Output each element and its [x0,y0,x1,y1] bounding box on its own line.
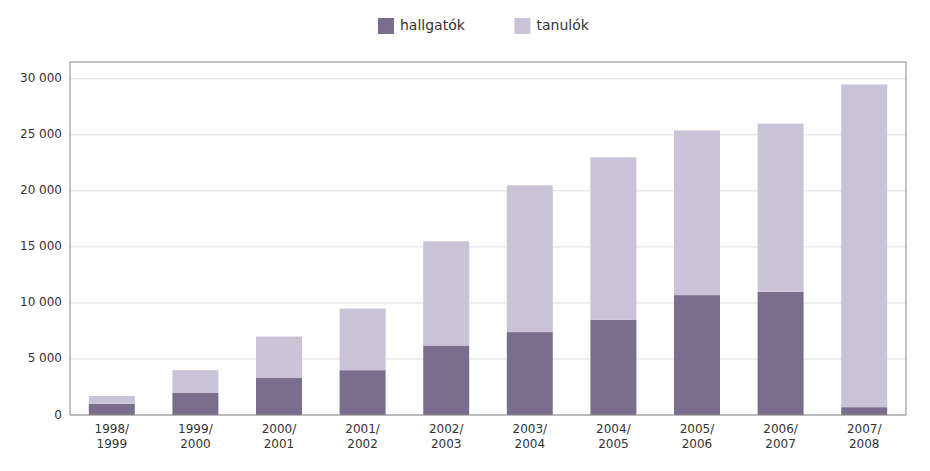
x-tick-line: 2001/ [345,422,381,436]
bar [423,346,469,415]
bar [172,370,218,392]
chart-svg: 0 5 000 10 000 15 000 20 000 25 000 30 000 1998… [0,0,930,471]
x-tick-label: 1998/1999 [95,422,131,451]
bar [507,332,553,415]
bar [841,84,887,407]
x-ticks: 1998/19991999/20002000/20012001/20022002… [95,422,883,451]
bar [590,320,636,415]
x-tick-line: 2007/ [847,422,883,436]
bar [674,295,720,415]
x-tick-line: 1998/ [95,422,131,436]
x-tick-label: 2001/2002 [345,422,381,451]
legend-label: tanulók [537,17,590,33]
bar [340,309,386,371]
x-tick-label: 2006/2007 [763,422,799,451]
y-tick-label: 0 [54,408,62,422]
x-tick-label: 2007/2008 [847,422,883,451]
bar [256,337,302,378]
x-tick-line: 2002 [347,437,378,451]
bar [256,378,302,415]
grid [70,79,906,415]
x-tick-label: 2005/2006 [680,422,716,451]
x-tick-label: 2000/2001 [262,422,298,451]
bar [89,396,135,404]
y-tick-label: 25 000 [20,127,62,141]
x-tick-label: 2003/2004 [513,422,549,451]
x-tick-line: 2004/ [596,422,632,436]
x-tick-line: 2003 [431,437,462,451]
x-tick-line: 1999 [97,437,128,451]
bar [590,157,636,319]
bar [674,130,720,295]
x-tick-label: 2004/2005 [596,422,632,451]
x-tick-line: 2001 [264,437,295,451]
x-tick-line: 2000 [180,437,211,451]
y-tick-label: 30 000 [20,71,62,85]
x-tick-line: 2000/ [262,422,298,436]
y-tick-label: 20 000 [20,183,62,197]
x-tick-label: 1999/2000 [178,422,214,451]
bar [841,407,887,415]
y-tick-label: 10 000 [20,295,62,309]
x-tick-label: 2002/2003 [429,422,465,451]
y-tick-label: 5 000 [28,351,62,365]
x-tick-line: 2006/ [763,422,799,436]
x-tick-line: 2005/ [680,422,716,436]
x-tick-line: 2002/ [429,422,465,436]
bar [507,185,553,332]
x-tick-line: 2006 [682,437,713,451]
bar [758,124,804,292]
legend: hallgatók tanulók [378,17,590,34]
chart-container: 0 5 000 10 000 15 000 20 000 25 000 30 000 1998… [0,0,930,471]
bars [89,84,887,415]
bar [423,241,469,345]
x-tick-line: 2008 [849,437,880,451]
bar [172,393,218,415]
x-tick-line: 1999/ [178,422,214,436]
legend-label: hallgatók [400,17,466,33]
grid-line [70,78,906,79]
y-ticks: 0 5 000 10 000 15 000 20 000 25 000 30 000 [20,71,62,421]
legend-swatch [515,18,531,34]
x-tick-line: 2004 [515,437,546,451]
bar [758,292,804,415]
x-tick-line: 2005 [598,437,629,451]
legend-swatch [378,18,394,34]
x-tick-line: 2003/ [513,422,549,436]
bar [340,370,386,415]
x-tick-line: 2007 [765,437,796,451]
plot-frame [70,62,906,415]
y-tick-label: 15 000 [20,239,62,253]
bar [89,404,135,415]
